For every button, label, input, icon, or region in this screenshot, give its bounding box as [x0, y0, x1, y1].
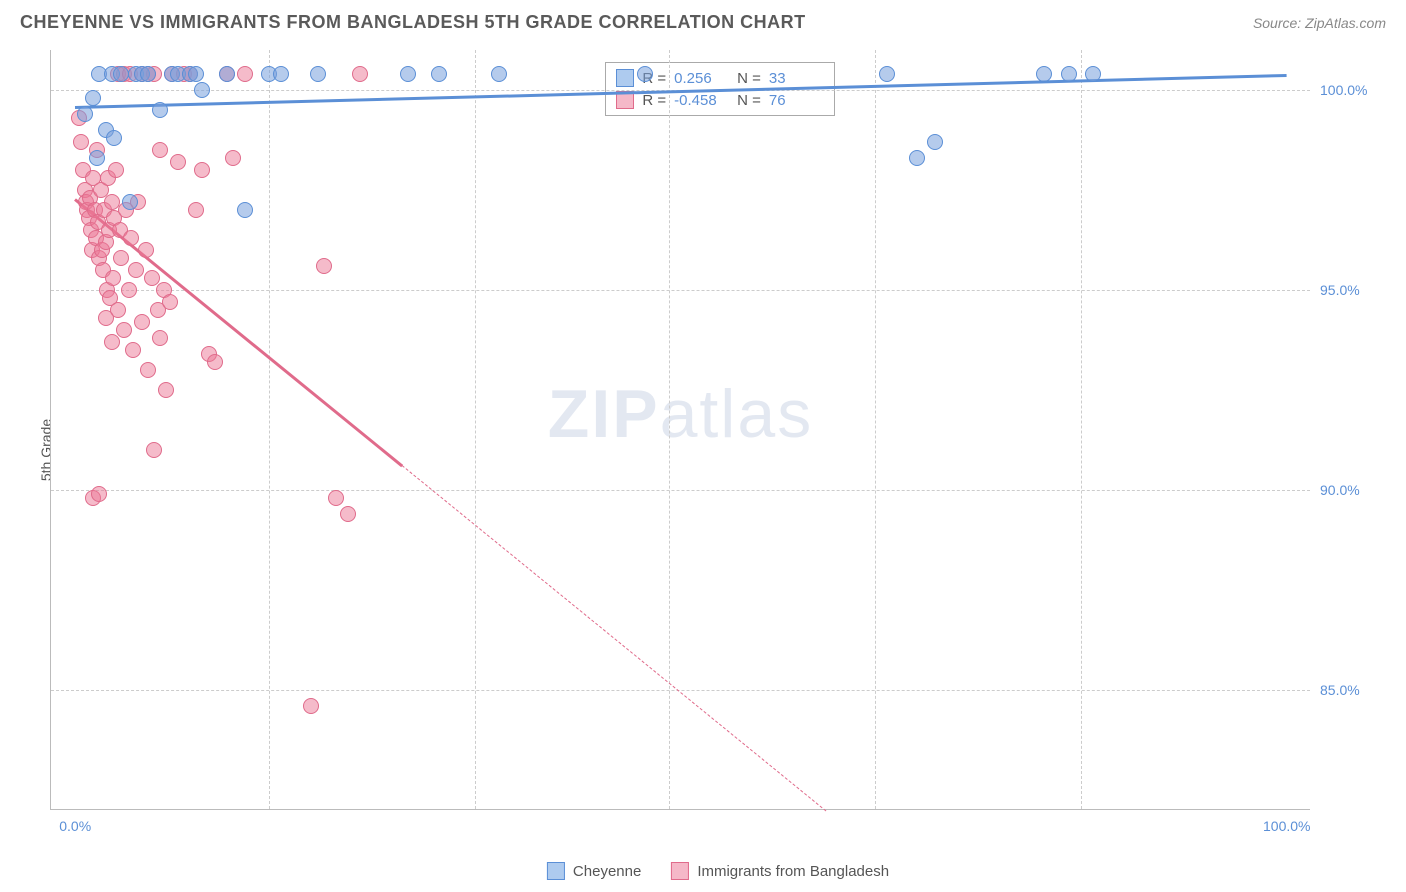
stat-r-value: 0.256 [674, 70, 729, 87]
data-point [352, 66, 368, 82]
data-point [491, 66, 507, 82]
data-point [162, 294, 178, 310]
data-point [340, 506, 356, 522]
data-point [170, 154, 186, 170]
stat-r-value: -0.458 [674, 92, 729, 109]
data-point [146, 442, 162, 458]
data-point [152, 102, 168, 118]
data-point [400, 66, 416, 82]
data-point [77, 106, 93, 122]
y-tick-label: 95.0% [1320, 282, 1380, 298]
y-tick-label: 85.0% [1320, 682, 1380, 698]
data-point [140, 66, 156, 82]
data-point [1061, 66, 1077, 82]
stat-r-label: R = [642, 92, 666, 109]
data-point [316, 258, 332, 274]
gridline-v [475, 50, 476, 809]
x-tick-label: 0.0% [59, 818, 91, 834]
data-point [152, 142, 168, 158]
gridline-v [669, 50, 670, 809]
legend-item: Immigrants from Bangladesh [671, 862, 889, 880]
data-point [237, 202, 253, 218]
data-point [104, 194, 120, 210]
series-swatch [616, 69, 634, 87]
data-point [105, 270, 121, 286]
data-point [303, 698, 319, 714]
watermark-light: atlas [660, 376, 814, 452]
watermark: ZIPatlas [548, 375, 813, 453]
legend: Cheyenne Immigrants from Bangladesh [547, 862, 889, 880]
data-point [113, 250, 129, 266]
y-tick-label: 100.0% [1320, 82, 1380, 98]
data-point [85, 90, 101, 106]
data-point [106, 130, 122, 146]
data-point [225, 150, 241, 166]
data-point [122, 194, 138, 210]
legend-swatch [671, 862, 689, 880]
stat-n-value: 33 [769, 70, 824, 87]
watermark-bold: ZIP [548, 376, 660, 452]
data-point [1085, 66, 1101, 82]
data-point [138, 242, 154, 258]
data-point [128, 262, 144, 278]
data-point [152, 330, 168, 346]
gridline-v [269, 50, 270, 809]
data-point [637, 66, 653, 82]
data-point [194, 162, 210, 178]
stat-n-label: N = [737, 92, 761, 109]
data-point [219, 66, 235, 82]
y-tick-label: 90.0% [1320, 482, 1380, 498]
gridline-h [51, 290, 1310, 291]
data-point [879, 66, 895, 82]
stat-n-label: N = [737, 70, 761, 87]
data-point [431, 66, 447, 82]
legend-label: Immigrants from Bangladesh [697, 863, 889, 880]
data-point [73, 134, 89, 150]
legend-item: Cheyenne [547, 862, 641, 880]
data-point [140, 362, 156, 378]
chart-container: 5th Grade ZIPatlas R =0.256N =33R =-0.45… [50, 50, 1386, 850]
data-point [104, 334, 120, 350]
data-point [273, 66, 289, 82]
data-point [98, 310, 114, 326]
data-point [1036, 66, 1052, 82]
data-point [125, 342, 141, 358]
data-point [188, 202, 204, 218]
plot-area: ZIPatlas R =0.256N =33R =-0.458N =76 85.… [50, 50, 1310, 810]
data-point [237, 66, 253, 82]
data-point [108, 162, 124, 178]
data-point [909, 150, 925, 166]
data-point [158, 382, 174, 398]
data-point [116, 322, 132, 338]
data-point [207, 354, 223, 370]
data-point [194, 82, 210, 98]
data-point [310, 66, 326, 82]
trend-line [402, 465, 827, 811]
data-point [188, 66, 204, 82]
gridline-h [51, 490, 1310, 491]
data-point [123, 230, 139, 246]
data-point [134, 314, 150, 330]
x-tick-label: 100.0% [1263, 818, 1310, 834]
data-point [91, 486, 107, 502]
data-point [328, 490, 344, 506]
chart-title: CHEYENNE VS IMMIGRANTS FROM BANGLADESH 5… [20, 12, 806, 33]
gridline-v [1081, 50, 1082, 809]
data-point [89, 150, 105, 166]
stat-n-value: 76 [769, 92, 824, 109]
data-point [121, 282, 137, 298]
data-point [927, 134, 943, 150]
legend-swatch [547, 862, 565, 880]
source-attribution: Source: ZipAtlas.com [1253, 15, 1386, 31]
gridline-v [875, 50, 876, 809]
legend-label: Cheyenne [573, 863, 641, 880]
